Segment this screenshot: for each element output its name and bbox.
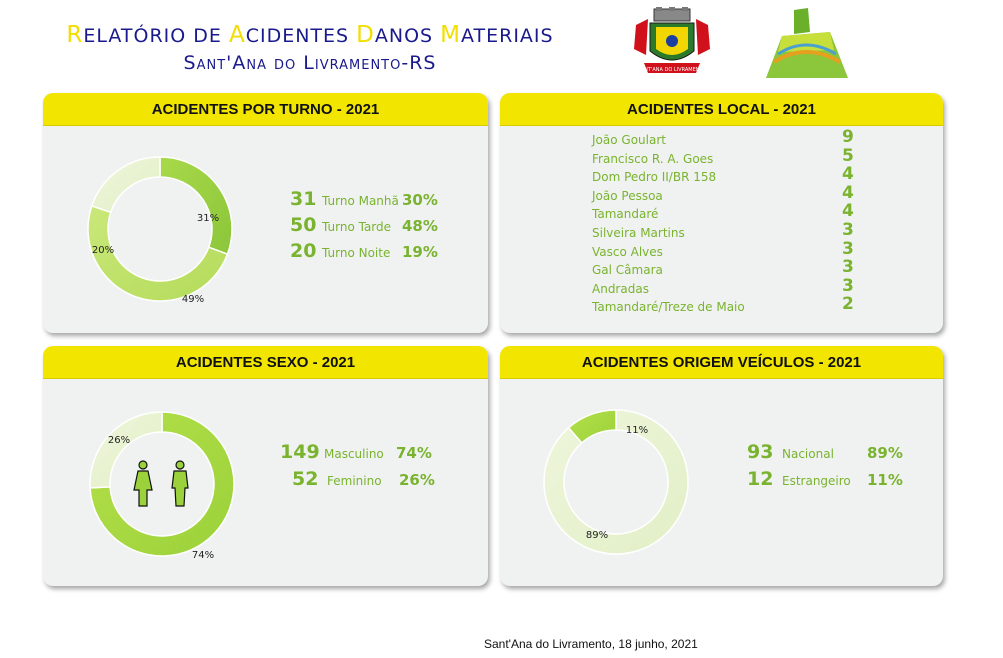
local-item-name: Tamandaré/Treze de Maio [592, 300, 745, 315]
origem-row-nacional: 93 Nacional 89% [747, 441, 903, 463]
panel-turno-title: ACIDENTES POR TURNO - 2021 [43, 93, 488, 126]
turno-row-tarde: 50 Turno Tarde 48% [290, 214, 438, 236]
local-item-name: João Pessoa [592, 188, 663, 203]
panel-sexo: ACIDENTES SEXO - 2021 74% 26% [43, 346, 488, 586]
svg-text:SANT'ANA DO LIVRAMENTO: SANT'ANA DO LIVRAMENTO [638, 67, 707, 73]
turno-noite-label: Turno Noite [322, 246, 391, 260]
panel-local-title: ACIDENTES LOCAL - 2021 [500, 93, 943, 126]
turno-noite-percent: 19% [402, 243, 438, 261]
turno-row-noite: 20 Turno Noite 19% [290, 240, 438, 262]
local-item-name: Tamandaré [592, 207, 659, 222]
local-item-value: 3 [842, 220, 854, 240]
local-item-name: Gal Câmara [592, 263, 663, 278]
local-item-value: 3 [842, 275, 854, 296]
panel-turno: ACIDENTES POR TURNO - 2021 31% 49% 20% [43, 93, 488, 333]
title-cap-a: A [228, 22, 246, 48]
footer-place: Sant'Ana do Livramento, [484, 637, 616, 651]
panel-local: ACIDENTES LOCAL - 2021 [500, 93, 943, 333]
origem-row-estrangeiro: 12 Estrangeiro 11% [747, 468, 903, 490]
title-part-2: CIDENTES [245, 25, 357, 47]
turno-slice-label-0: 31% [197, 213, 219, 224]
turno-slice-label-1: 49% [182, 294, 204, 305]
sexo-feminino-percent: 26% [399, 471, 435, 489]
sexo-donut-chart: 74% 26% [89, 411, 235, 561]
turno-manha-value: 31 [290, 188, 317, 210]
origem-donut-chart: 89% 11% [543, 409, 689, 555]
origem-slice-label-0: 89% [586, 530, 608, 541]
sexo-slice-0 [89, 411, 235, 557]
sexo-masculino-value: 149 [280, 441, 320, 463]
local-item-value: 4 [842, 164, 854, 185]
title-part-4: ATERIAIS [460, 25, 554, 47]
local-item-value: 3 [842, 238, 854, 259]
origem-estrangeiro-value: 12 [747, 468, 774, 490]
title-part-3: ANOS [374, 25, 441, 47]
report-subtitle: Sant'Ana do Livramento-RS [183, 52, 437, 74]
gender-figures-icon [133, 460, 189, 507]
sexo-row-feminino: 52 Feminino 26% [292, 468, 435, 490]
local-item-value: 5 [842, 145, 854, 166]
panel-origem: ACIDENTES ORIGEM VEÍCULOS - 2021 89% 11% [500, 346, 943, 586]
local-item-name: Dom Pedro II/BR 158 [592, 170, 717, 185]
sexo-row-masculino: 149 Masculino 74% [280, 441, 432, 463]
title-cap-m: M [440, 22, 461, 48]
sexo-masculino-percent: 74% [396, 444, 432, 462]
turno-donut-chart: 31% 49% 20% [87, 156, 233, 305]
sexo-slice-label-1: 26% [108, 435, 130, 446]
local-item-name: Silveira Martins [592, 226, 685, 240]
footer-date: 18 junho, 2021 [618, 637, 698, 651]
report-title: RELATÓRIO DE ACIDENTES DANOS MATERIAIS S… [60, 22, 560, 74]
origem-estrangeiro-percent: 11% [867, 471, 903, 489]
local-item-value: 3 [842, 257, 854, 278]
origem-nacional-label: Nacional [782, 447, 834, 461]
turno-slice-1 [87, 204, 229, 302]
origem-slice-0 [543, 409, 689, 555]
turno-slice-2 [90, 156, 161, 214]
turno-row-manha: 31 Turno Manhã 30% [290, 188, 438, 210]
local-item-value: 4 [842, 201, 854, 222]
title-cap-r: R [66, 22, 84, 48]
turno-noite-value: 20 [290, 240, 317, 262]
local-item-value: 2 [842, 294, 854, 315]
turno-tarde-label: Turno Tarde [322, 220, 392, 234]
local-item-name: Andradas [592, 281, 649, 296]
sexo-feminino-value: 52 [292, 468, 319, 490]
origem-slice-label-1: 11% [626, 425, 648, 436]
local-item-name: João Goulart [592, 133, 666, 147]
panel-sexo-title: ACIDENTES SEXO - 2021 [43, 346, 488, 379]
origem-slice-1 [567, 409, 617, 444]
local-item-name: Vasco Alves [592, 244, 663, 259]
title-cap-d: D [356, 22, 375, 48]
panel-origem-title: ACIDENTES ORIGEM VEÍCULOS - 2021 [500, 346, 943, 379]
turno-tarde-value: 50 [290, 214, 317, 236]
turno-manha-percent: 30% [402, 191, 438, 209]
turno-manha-label: Turno Manhã [322, 194, 399, 208]
local-item-name: Francisco R. A. Goes [592, 151, 714, 166]
title-line-1: RELATÓRIO DE ACIDENTES DANOS MATERIAIS [60, 22, 560, 48]
local-item-value: 9 [842, 127, 854, 147]
sexo-masculino-label: Masculino [324, 447, 384, 461]
turno-tarde-percent: 48% [402, 217, 438, 235]
sexo-feminino-label: Feminino [327, 474, 382, 488]
title-part-1: ELATÓRIO DE [83, 25, 229, 47]
turno-slice-0 [159, 156, 233, 256]
origem-nacional-percent: 89% [867, 444, 903, 462]
sexo-slice-label-0: 74% [192, 550, 214, 561]
origem-estrangeiro-label: Estrangeiro [782, 474, 851, 488]
green-emblem-logo [766, 8, 848, 78]
turno-slice-label-2: 20% [92, 245, 114, 256]
local-item-value: 4 [842, 182, 854, 203]
sexo-slice-1 [89, 411, 163, 489]
coat-of-arms-logo: SANT'ANA DO LIVRAMENTO [634, 7, 710, 73]
footer-dateline: Sant'Ana do Livramento, 18 junho, 2021 [484, 637, 698, 651]
origem-nacional-value: 93 [747, 441, 774, 463]
